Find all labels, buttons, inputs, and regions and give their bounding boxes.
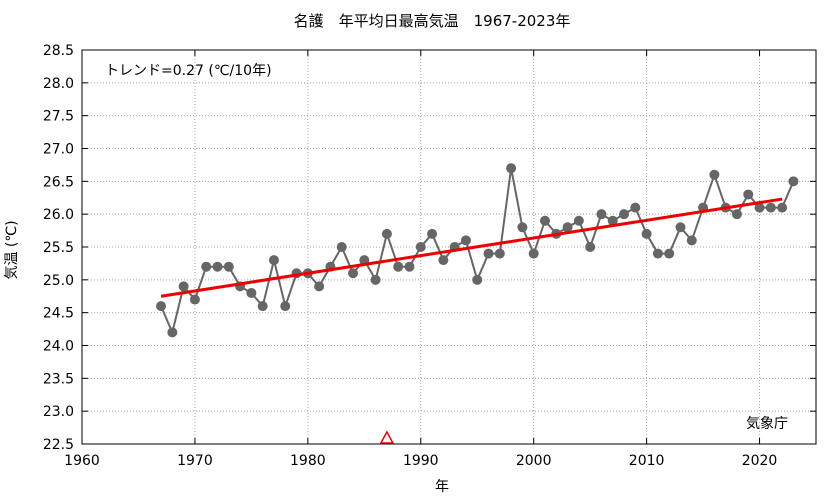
data-point	[675, 222, 686, 233]
y-tick-label: 27.0	[43, 142, 74, 158]
source-label: 気象庁	[746, 416, 788, 432]
data-point	[585, 242, 596, 252]
data-point	[619, 209, 630, 220]
data-point	[562, 222, 573, 233]
data-point	[257, 301, 268, 312]
y-tick-label: 25.5	[43, 240, 74, 256]
grid	[82, 50, 816, 444]
series	[156, 163, 799, 444]
data-point	[246, 287, 257, 298]
data-point	[189, 294, 200, 305]
y-tick-label: 28.0	[43, 76, 74, 92]
data-point	[664, 248, 675, 259]
data-point	[212, 261, 223, 272]
data-point	[607, 215, 618, 226]
data-point	[765, 202, 776, 213]
y-tick-label: 23.5	[43, 371, 74, 387]
data-point	[709, 169, 720, 180]
data-point	[460, 235, 471, 246]
data-point	[630, 202, 641, 213]
data-point	[167, 327, 178, 338]
data-point	[506, 163, 517, 174]
data-point	[393, 261, 404, 272]
data-point	[686, 235, 697, 246]
data-point	[201, 261, 212, 272]
x-tick-label: 1990	[403, 453, 439, 469]
y-tick-label: 24.5	[43, 306, 74, 322]
chart-title: 名護 年平均日最高気温 1967-2023年	[294, 12, 571, 30]
data-point	[280, 301, 291, 312]
data-point	[314, 281, 325, 292]
station-change-marker	[379, 430, 395, 444]
y-tick-label: 27.5	[43, 109, 74, 125]
data-point	[178, 281, 189, 292]
data-point	[539, 215, 550, 226]
data-point	[427, 228, 438, 239]
data-point	[731, 209, 742, 220]
data-point	[223, 261, 234, 272]
y-tick-label: 26.0	[43, 207, 74, 223]
y-tick-label: 22.5	[43, 437, 74, 453]
x-tick-label: 1970	[177, 453, 213, 469]
data-point	[777, 202, 788, 213]
data-point	[156, 301, 167, 312]
x-tick-label: 2020	[742, 453, 778, 469]
data-point	[494, 248, 505, 259]
data-point	[438, 255, 449, 266]
y-axis-title: 気温 (℃)	[4, 220, 20, 279]
data-point	[652, 248, 663, 259]
data-point	[641, 228, 652, 239]
data-point	[404, 261, 415, 272]
y-tick-label: 25.0	[43, 273, 74, 289]
y-tick-label: 24.0	[43, 339, 74, 355]
x-tick-label: 2000	[516, 453, 552, 469]
data-point	[472, 274, 483, 285]
data-point	[517, 222, 528, 233]
data-point	[348, 268, 359, 279]
x-tick-label: 1980	[290, 453, 326, 469]
data-point	[381, 228, 392, 239]
data-point	[415, 242, 426, 252]
data-point	[268, 255, 279, 266]
y-tick-label: 23.0	[43, 404, 74, 420]
trend-label: トレンド=0.27 (℃/10年)	[105, 63, 272, 79]
y-tick-label: 26.5	[43, 174, 74, 190]
data-point	[336, 242, 347, 252]
y-tick-label: 28.5	[43, 43, 74, 59]
data-point	[788, 176, 799, 187]
data-point	[596, 209, 607, 220]
x-tick-label: 2010	[629, 453, 665, 469]
data-point	[370, 274, 381, 285]
x-tick-label: 1960	[64, 453, 100, 469]
data-point	[743, 189, 754, 200]
data-point	[754, 202, 765, 213]
data-point	[528, 248, 539, 259]
data-point	[483, 248, 494, 259]
x-axis-title: 年	[435, 479, 449, 495]
temperature-series-line	[160, 168, 795, 336]
trend-line	[160, 197, 783, 298]
axis-ticks: 22.5 23.0 23.5 24.0 24.5 25.0 25.5 26.0 26.5 27.0…	[43, 43, 816, 469]
data-point	[573, 215, 584, 226]
